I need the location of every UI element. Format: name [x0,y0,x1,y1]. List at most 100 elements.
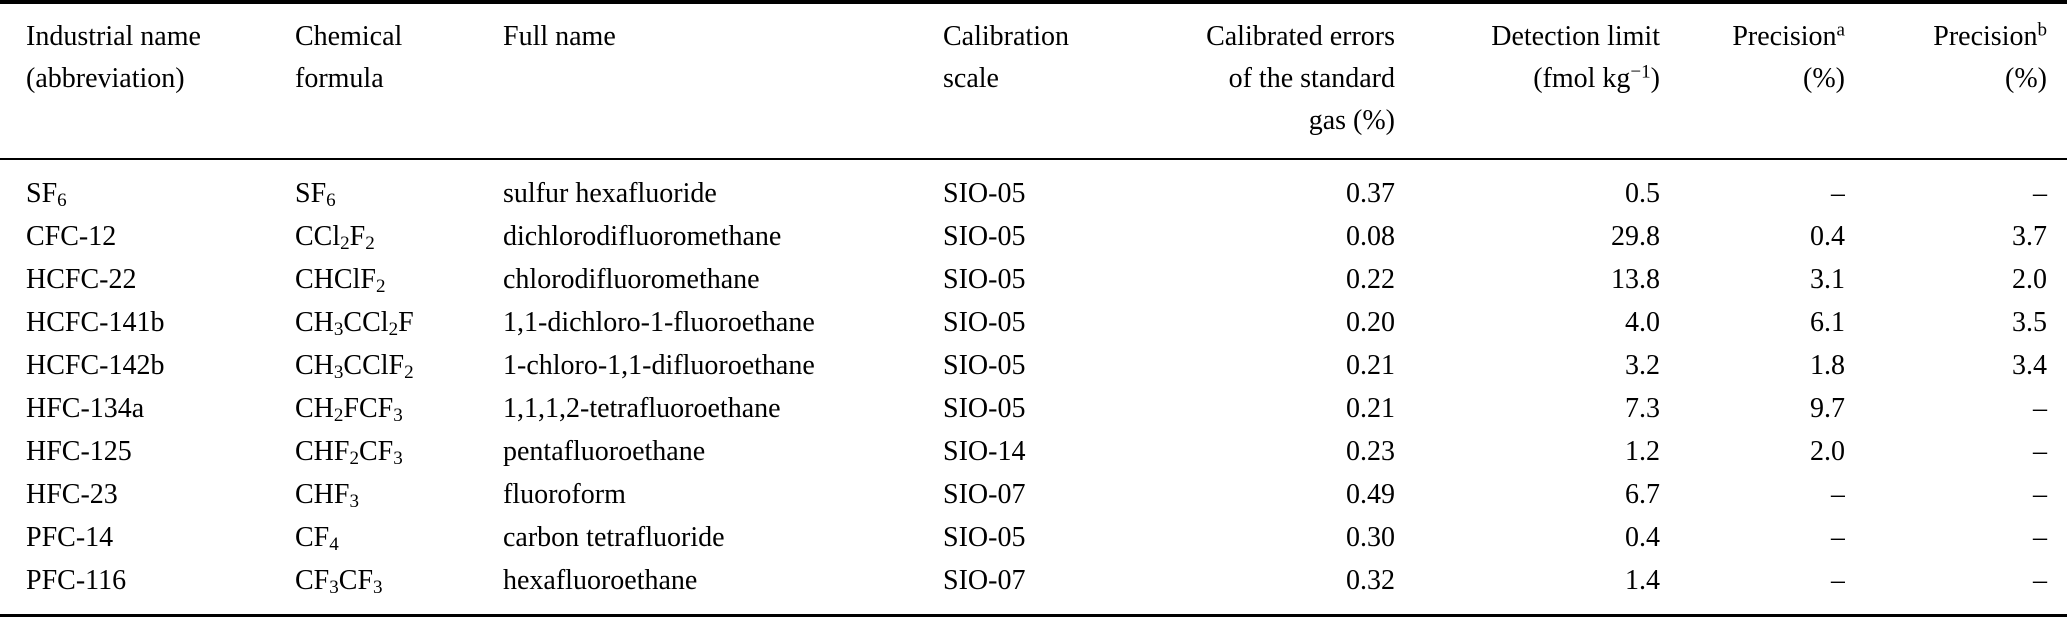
table-row: HFC-23 CHF3 fluoroform SIO-07 0.49 6.7 –… [0,473,2067,516]
cell-industrial-name: HCFC-141b [26,306,165,338]
cell-detection-limit: 1.2 [1625,435,1660,467]
cell-calibration-scale: SIO-05 [943,392,1026,424]
cell-calibrated-errors: 0.08 [1346,220,1395,252]
cell-detection-limit: 0.5 [1625,177,1660,209]
cell-precision-a: 1.8 [1810,349,1845,381]
header-row: Industrial name (abbreviation) Chemical fo… [0,2,2067,159]
cell-full-name: fluoroform [503,478,626,510]
col-header-chemical-formula: Chemical formula [295,21,403,94]
cell-industrial-name: PFC-116 [26,564,127,596]
cell-precision-a: – [1831,521,1845,553]
cell-detection-limit: 4.0 [1625,306,1660,338]
cell-chemical-formula: CF4 [295,521,339,555]
cell-calibration-scale: SIO-05 [943,521,1026,553]
cell-chemical-formula: CH2FCF3 [295,392,403,426]
cell-precision-a: – [1831,177,1845,209]
col-header-calibration-scale: Calibration scale [943,21,1069,94]
cell-detection-limit: 7.3 [1625,392,1660,424]
cell-precision-b: – [2033,564,2047,596]
cell-precision-a: 6.1 [1810,306,1845,338]
cell-chemical-formula: CH3CCl2F [295,306,414,340]
cell-precision-a: 3.1 [1810,263,1845,295]
cell-full-name: hexafluoroethane [503,564,698,596]
cell-calibrated-errors: 0.21 [1346,392,1395,424]
cell-precision-b: – [2033,478,2047,510]
cell-chemical-formula: SF6 [295,177,336,211]
cell-full-name: dichlorodifluoromethane [503,220,782,252]
table-header: Industrial name (abbreviation) Chemical fo… [0,2,2067,159]
cell-industrial-name: HCFC-22 [26,263,137,295]
cell-chemical-formula: CCl2F2 [295,220,375,254]
table-row: HCFC-142b CH3CClF2 1-chloro-1,1-difluoro… [0,344,2067,387]
cell-full-name: 1,1-dichloro-1-fluoroethane [503,306,815,338]
col-header-calibrated-errors: Calibrated errors of the standard gas (%) [1206,21,1395,136]
cell-full-name: chlorodifluoromethane [503,263,760,295]
col-header-precision-a: Precisiona (%) [1732,19,1845,94]
cell-calibration-scale: SIO-05 [943,306,1026,338]
cell-industrial-name: HFC-125 [26,435,132,467]
table-row: HCFC-141b CH3CCl2F 1,1-dichloro-1-fluoro… [0,301,2067,344]
cell-full-name: pentafluoroethane [503,435,706,467]
cell-precision-b: 3.4 [2012,349,2047,381]
cell-calibrated-errors: 0.20 [1346,306,1395,338]
cell-calibration-scale: SIO-14 [943,435,1026,467]
cell-chemical-formula: CF3CF3 [295,564,383,598]
table-row: HFC-125 CHF2CF3 pentafluoroethane SIO-14… [0,430,2067,473]
cell-precision-a: – [1831,478,1845,510]
cell-chemical-formula: CHClF2 [295,263,386,297]
cell-industrial-name: HCFC-142b [26,349,165,381]
cell-calibration-scale: SIO-07 [943,564,1026,596]
cell-detection-limit: 3.2 [1625,349,1660,381]
cell-precision-a: 2.0 [1810,435,1845,467]
cell-detection-limit: 1.4 [1625,564,1660,596]
table-body: SF6 SF6 sulfur hexafluoride SIO-05 0.37 … [0,159,2067,616]
col-header-full-name: Full name [503,21,616,52]
cell-precision-b: 3.5 [2012,306,2047,338]
cell-calibration-scale: SIO-05 [943,177,1026,209]
cell-calibration-scale: SIO-07 [943,478,1026,510]
table-row: HCFC-22 CHClF2 chlorodifluoromethane SIO… [0,258,2067,301]
cell-calibrated-errors: 0.22 [1346,263,1395,295]
cell-precision-a: 0.4 [1810,220,1845,252]
cell-precision-a: – [1831,564,1845,596]
table-row: PFC-14 CF4 carbon tetrafluoride SIO-05 0… [0,516,2067,559]
cell-calibration-scale: SIO-05 [943,349,1026,381]
cell-precision-b: – [2033,392,2047,424]
cell-calibration-scale: SIO-05 [943,263,1026,295]
cell-full-name: sulfur hexafluoride [503,177,717,209]
table-row: HFC-134a CH2FCF3 1,1,1,2-tetrafluoroetha… [0,387,2067,430]
cell-calibrated-errors: 0.49 [1346,478,1395,510]
cell-detection-limit: 13.8 [1611,263,1660,295]
table-row: PFC-116 CF3CF3 hexafluoroethane SIO-07 0… [0,559,2067,616]
cell-calibrated-errors: 0.37 [1346,177,1395,209]
cell-precision-b: – [2033,177,2047,209]
cell-detection-limit: 0.4 [1625,521,1660,553]
cell-precision-b: – [2033,521,2047,553]
table-row: SF6 SF6 sulfur hexafluoride SIO-05 0.37 … [0,159,2067,215]
col-header-precision-b: Precisionb (%) [1933,19,2047,94]
cell-industrial-name: HFC-23 [26,478,118,510]
cell-full-name: 1,1,1,2-tetrafluoroethane [503,392,781,424]
table-row: CFC-12 CCl2F2 dichlorodifluoromethane SI… [0,215,2067,258]
cell-precision-b: – [2033,435,2047,467]
cell-calibrated-errors: 0.21 [1346,349,1395,381]
col-header-industrial-name: Industrial name (abbreviation) [26,21,201,94]
cell-industrial-name: PFC-14 [26,521,114,553]
cell-chemical-formula: CHF2CF3 [295,435,403,469]
cell-calibrated-errors: 0.30 [1346,521,1395,553]
cell-industrial-name: SF6 [26,177,67,211]
cell-industrial-name: CFC-12 [26,220,117,252]
cell-chemical-formula: CHF3 [295,478,359,512]
cell-calibrated-errors: 0.23 [1346,435,1395,467]
cell-detection-limit: 29.8 [1611,220,1660,252]
cell-calibrated-errors: 0.32 [1346,564,1395,596]
cell-full-name: carbon tetrafluoride [503,521,725,553]
cell-precision-a: 9.7 [1810,392,1845,424]
cell-industrial-name: HFC-134a [26,392,145,424]
cell-precision-b: 3.7 [2012,220,2047,252]
cell-calibration-scale: SIO-05 [943,220,1026,252]
cell-precision-b: 2.0 [2012,263,2047,295]
cell-chemical-formula: CH3CClF2 [295,349,414,383]
